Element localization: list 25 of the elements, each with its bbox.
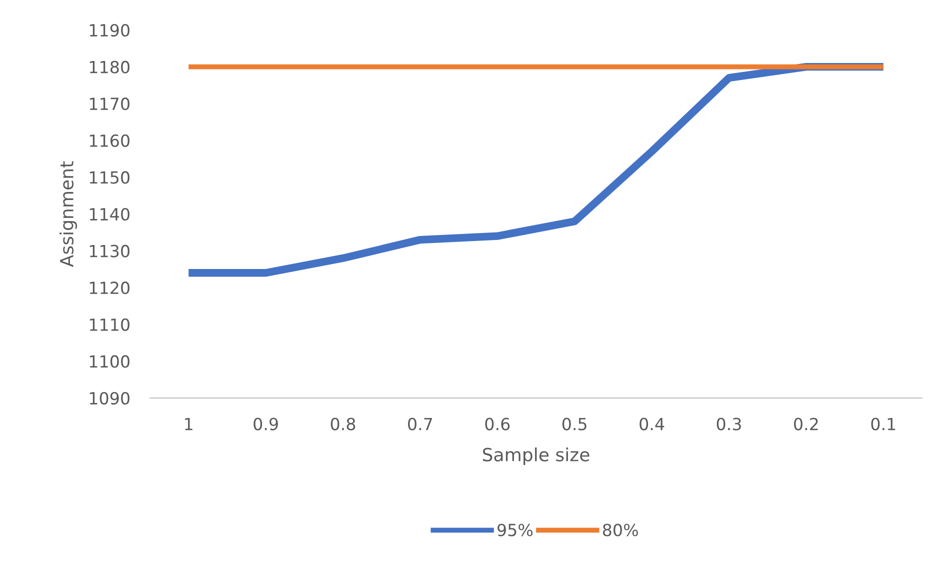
y-tick-label: 1180 xyxy=(90,60,130,74)
y-tick-label: 1140 xyxy=(90,208,130,221)
x-tick-label: 1 xyxy=(185,418,192,430)
x-tick-label: 0.6 xyxy=(485,418,510,430)
y-tick-label: 1100 xyxy=(90,355,130,368)
x-tick-label: 0.7 xyxy=(408,418,432,430)
x-tick-label: 0.3 xyxy=(716,418,741,430)
y-tick-label: 1160 xyxy=(90,134,130,147)
legend-label: 95% xyxy=(498,524,533,536)
x-tick-label: 0.9 xyxy=(254,418,278,430)
y-tick-label: 1130 xyxy=(90,244,130,258)
legend-label: 80% xyxy=(602,524,638,536)
y-tick-label: 1190 xyxy=(90,24,130,37)
x-tick-label: 0.8 xyxy=(330,418,356,430)
y-tick-label: 1090 xyxy=(90,392,130,405)
y-tick-label: 1150 xyxy=(90,171,130,184)
y-tick-label: 1120 xyxy=(90,282,130,294)
y-axis-title: Assignment xyxy=(60,161,78,268)
x-axis-title: Sample size xyxy=(482,447,590,465)
x-tick-label: 0.2 xyxy=(794,418,818,430)
y-tick-label: 1110 xyxy=(90,318,130,331)
x-tick-label: 0.1 xyxy=(871,418,896,430)
x-tick-label: 0.4 xyxy=(640,418,664,430)
y-tick-label: 1170 xyxy=(90,98,130,110)
x-tick-label: 0.5 xyxy=(562,418,586,430)
